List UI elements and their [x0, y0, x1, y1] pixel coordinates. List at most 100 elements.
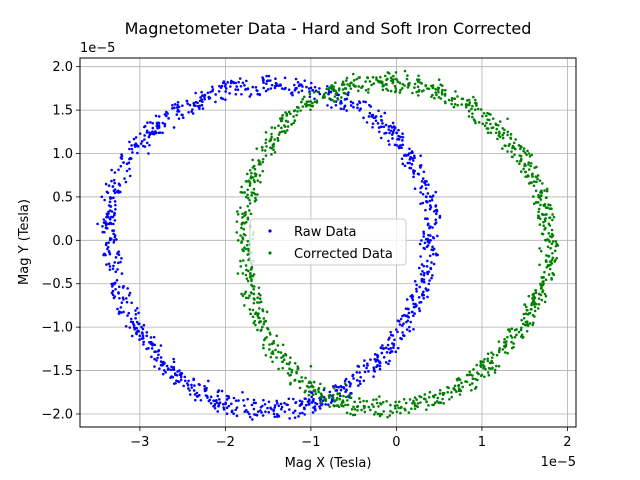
data-point: [239, 206, 242, 209]
data-point: [391, 81, 395, 85]
data-point: [522, 149, 525, 153]
data-point: [524, 312, 528, 316]
data-point: [407, 307, 410, 311]
data-point: [181, 104, 184, 107]
data-point: [198, 107, 201, 110]
data-point: [367, 115, 371, 118]
data-point: [540, 191, 544, 194]
data-point: [132, 322, 135, 326]
data-point: [280, 130, 284, 133]
data-point: [413, 187, 417, 190]
data-point: [377, 109, 380, 113]
data-point: [108, 265, 112, 268]
data-point: [308, 92, 312, 95]
data-point: [198, 393, 201, 397]
data-point: [332, 404, 335, 407]
data-point: [281, 113, 284, 117]
data-point: [362, 404, 366, 408]
data-point: [330, 86, 333, 89]
data-point: [112, 239, 116, 242]
data-point: [524, 170, 528, 174]
data-point: [479, 365, 483, 369]
data-point: [312, 380, 316, 384]
data-point: [432, 236, 436, 240]
data-point: [518, 154, 522, 157]
data-point: [454, 90, 457, 93]
data-point: [386, 343, 390, 347]
data-point: [440, 92, 444, 96]
data-point: [283, 130, 287, 134]
data-point: [110, 196, 113, 200]
data-point: [417, 78, 421, 81]
data-point: [266, 88, 270, 91]
data-point: [472, 368, 475, 371]
data-point: [201, 100, 204, 104]
data-point: [417, 266, 421, 270]
data-point: [205, 386, 208, 390]
data-point: [346, 93, 350, 97]
data-point: [342, 386, 346, 389]
data-point: [330, 399, 334, 403]
data-point: [113, 212, 116, 216]
data-point: [343, 382, 347, 385]
data-point: [307, 398, 311, 401]
data-point: [288, 408, 291, 411]
data-point: [522, 147, 526, 150]
data-point: [167, 117, 170, 120]
data-point: [227, 404, 231, 408]
data-point: [324, 398, 328, 401]
data-point: [502, 340, 506, 344]
data-point: [203, 97, 206, 101]
data-point: [357, 384, 360, 387]
data-point: [406, 74, 409, 77]
data-point: [325, 87, 328, 91]
data-point: [145, 347, 148, 351]
data-point: [241, 191, 244, 194]
data-point: [199, 96, 202, 99]
data-point: [406, 86, 410, 89]
data-points: [96, 69, 560, 421]
data-point: [239, 234, 242, 237]
data-point: [192, 377, 195, 381]
data-point: [420, 263, 424, 266]
data-point: [423, 241, 427, 245]
data-point: [536, 174, 540, 177]
data-point: [156, 356, 159, 360]
data-point: [102, 218, 106, 221]
data-point: [110, 291, 114, 295]
data-point: [194, 91, 197, 95]
data-point: [261, 148, 264, 152]
data-point: [357, 89, 360, 93]
data-point: [384, 123, 388, 127]
data-point: [362, 379, 366, 383]
data-point: [240, 185, 243, 189]
data-point: [441, 397, 444, 401]
data-point: [301, 379, 304, 383]
data-point: [256, 193, 259, 196]
data-point: [242, 227, 246, 231]
data-point: [142, 340, 146, 344]
data-point: [328, 405, 331, 408]
legend-marker-raw-data: [268, 229, 272, 233]
data-point: [295, 113, 298, 117]
data-point: [298, 399, 302, 403]
data-point: [337, 386, 340, 389]
data-point: [201, 107, 205, 110]
data-point: [501, 126, 504, 130]
data-point: [392, 125, 396, 128]
data-point: [269, 355, 273, 359]
data-point: [343, 104, 347, 108]
data-point: [426, 222, 430, 226]
data-point: [279, 351, 283, 354]
data-point: [379, 75, 382, 79]
data-point: [383, 132, 386, 135]
data-point: [426, 272, 429, 276]
data-point: [130, 147, 134, 151]
data-point: [185, 99, 189, 103]
data-point: [211, 85, 214, 89]
data-point: [127, 161, 131, 165]
data-point: [332, 386, 336, 390]
data-point: [369, 358, 372, 361]
data-point: [122, 161, 125, 164]
data-point: [378, 412, 382, 416]
